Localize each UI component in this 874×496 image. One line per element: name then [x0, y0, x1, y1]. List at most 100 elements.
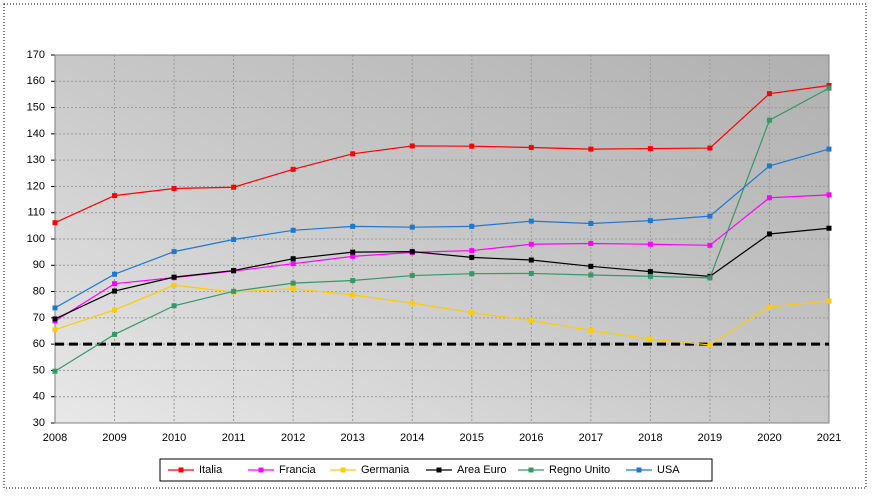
point	[528, 145, 534, 151]
point	[469, 271, 475, 277]
series-line	[54, 227, 830, 320]
point	[290, 286, 296, 292]
series-line	[54, 148, 830, 309]
y-tick-label: 90	[33, 259, 45, 271]
point	[171, 249, 177, 255]
point	[409, 249, 415, 255]
y-tick-label: 80	[33, 285, 45, 297]
point	[707, 242, 713, 248]
point	[350, 151, 356, 157]
x-tick-label: 2010	[162, 432, 186, 444]
point	[350, 292, 356, 298]
point	[588, 263, 594, 269]
point	[766, 117, 772, 123]
series-line	[54, 87, 830, 372]
point	[707, 213, 713, 219]
point	[707, 342, 713, 348]
point	[528, 241, 534, 247]
point	[588, 240, 594, 246]
point	[528, 218, 534, 224]
point	[171, 186, 177, 192]
x-tick-label: 2016	[519, 432, 543, 444]
point	[766, 195, 772, 201]
point	[409, 224, 415, 230]
point	[52, 316, 58, 322]
point	[469, 254, 475, 260]
point	[766, 91, 772, 97]
y-tick-label: 30	[33, 417, 45, 429]
point	[647, 241, 653, 247]
point	[52, 327, 58, 333]
point	[826, 82, 832, 88]
point	[290, 227, 296, 233]
point	[171, 303, 177, 309]
y-tick-label: 60	[33, 338, 45, 350]
legend-marker	[528, 467, 534, 473]
point	[112, 288, 118, 294]
point	[588, 146, 594, 152]
legend-label: Regno Unito	[549, 464, 610, 476]
point	[647, 218, 653, 224]
legend-label: USA	[657, 464, 680, 476]
legend-label: Area Euro	[457, 464, 507, 476]
point	[112, 281, 118, 287]
point	[350, 253, 356, 259]
point	[647, 273, 653, 279]
y-tick-label: 130	[27, 154, 45, 166]
y-tick-label: 40	[33, 391, 45, 403]
y-tick-label: 120	[27, 180, 45, 192]
x-tick-label: 2019	[698, 432, 722, 444]
point	[528, 317, 534, 323]
point	[171, 282, 177, 288]
point	[290, 256, 296, 262]
x-tick-label: 2009	[102, 432, 126, 444]
series-line	[54, 284, 830, 346]
point	[112, 271, 118, 277]
legend-marker	[340, 467, 346, 473]
y-tick-label: 170	[27, 49, 45, 61]
point	[826, 225, 832, 231]
x-tick-label: 2018	[638, 432, 662, 444]
point	[52, 368, 58, 374]
point	[231, 184, 237, 190]
point	[409, 273, 415, 279]
point	[647, 269, 653, 275]
legend-marker	[636, 467, 642, 473]
point	[112, 331, 118, 337]
point	[707, 275, 713, 281]
point	[588, 220, 594, 226]
x-tick-label: 2008	[43, 432, 67, 444]
x-tick-label: 2017	[579, 432, 603, 444]
point	[469, 248, 475, 254]
point	[647, 146, 653, 152]
point	[469, 143, 475, 149]
point	[112, 307, 118, 313]
point	[766, 304, 772, 310]
y-tick-label: 150	[27, 101, 45, 113]
plot-border	[54, 54, 830, 424]
legend-label: Italia	[199, 464, 223, 476]
point	[528, 257, 534, 263]
point	[112, 193, 118, 199]
point	[826, 146, 832, 152]
point	[647, 336, 653, 342]
x-tick-label: 2014	[400, 432, 424, 444]
point	[707, 145, 713, 151]
y-tick-label: 110	[27, 207, 45, 219]
y-tick-label: 140	[27, 128, 45, 140]
point	[290, 166, 296, 172]
point	[588, 327, 594, 333]
point	[588, 272, 594, 278]
y-tick-label: 100	[27, 233, 45, 245]
x-tick-label: 2012	[281, 432, 305, 444]
point	[469, 223, 475, 229]
series-line	[54, 84, 830, 224]
point	[171, 274, 177, 280]
y-tick-label: 70	[33, 312, 45, 324]
point	[52, 305, 58, 311]
point	[231, 268, 237, 274]
point	[350, 278, 356, 284]
legend-label: Francia	[279, 464, 317, 476]
point	[826, 85, 832, 91]
